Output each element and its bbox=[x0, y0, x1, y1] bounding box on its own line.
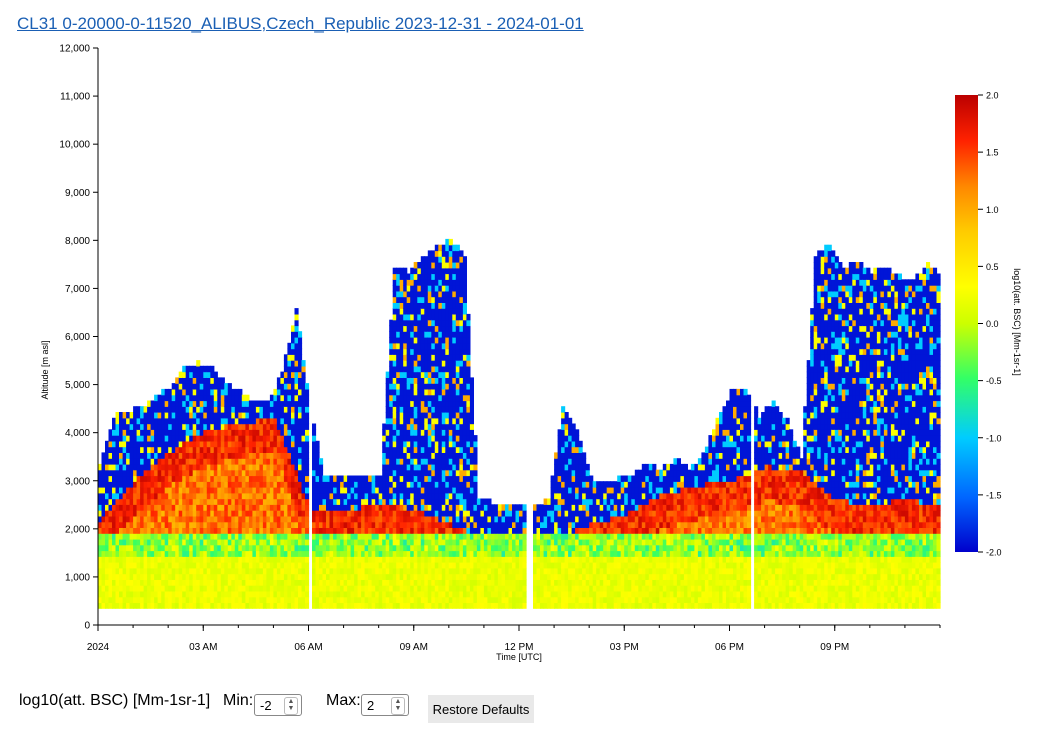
max-label: Max: bbox=[326, 692, 361, 709]
y-tick-label: 9,000 bbox=[65, 188, 90, 199]
x-tick-label: 03 AM bbox=[189, 642, 217, 653]
colorbar-tick-label: 2.0 bbox=[986, 91, 999, 101]
min-value: -2 bbox=[260, 698, 272, 713]
y-tick-label: 10,000 bbox=[59, 140, 90, 151]
colorbar-tick-label: -0.5 bbox=[986, 376, 1002, 386]
colorbar-tick-label: -2.0 bbox=[986, 548, 1002, 558]
colorbar-ticks: 2.0 1.5 1.0 0.5 0.0 -0.5 -1.0 -1.5 -2.0 bbox=[978, 91, 1002, 558]
colorbar-tick-label: 0.5 bbox=[986, 262, 999, 272]
ceilometer-chart: 0 1,000 2,000 3,000 4,000 5,000 6,000 7,000 8,00… bbox=[40, 44, 1022, 663]
colorbar-tick-label: -1.5 bbox=[986, 490, 1002, 500]
colorbar-tick-label: 0.0 bbox=[986, 319, 999, 329]
y-tick-label: 8,000 bbox=[65, 236, 90, 247]
colorbar bbox=[955, 95, 978, 552]
y-tick-label: 7,000 bbox=[65, 284, 90, 295]
y-tick-label: 11,000 bbox=[60, 92, 90, 103]
x-tick-label: 09 AM bbox=[400, 642, 428, 653]
y-axis-label: Altitude [m asl] bbox=[40, 340, 50, 399]
x-tick-label: 03 PM bbox=[610, 642, 639, 653]
colorbar-tick-label: -1.0 bbox=[986, 433, 1002, 443]
colorbar-tick-label: 1.0 bbox=[986, 205, 999, 215]
y-tick-label: 0 bbox=[84, 621, 90, 632]
colorbar-tick-label: 1.5 bbox=[986, 148, 999, 158]
x-tick-label: 09 PM bbox=[820, 642, 849, 653]
max-stepper-icon[interactable]: ▲ ▼ bbox=[391, 697, 405, 715]
y-tick-label: 5,000 bbox=[65, 380, 90, 391]
x-axis-label: Time [UTC] bbox=[496, 652, 542, 662]
chart-title-link[interactable]: CL31 0-20000-0-11520_ALIBUS,Czech_Republ… bbox=[17, 14, 584, 33]
y-tick-label: 12,000 bbox=[59, 44, 90, 55]
min-stepper-icon[interactable]: ▲ ▼ bbox=[284, 697, 298, 715]
scale-label: log10(att. BSC) [Mm-1sr-1] bbox=[19, 692, 211, 709]
max-input[interactable]: 2 ▲ ▼ bbox=[361, 694, 409, 716]
y-tick-label: 3,000 bbox=[65, 476, 90, 487]
y-tick-label: 2,000 bbox=[65, 524, 90, 535]
x-tick-label: 12 PM bbox=[505, 642, 534, 653]
y-tick-label: 1,000 bbox=[65, 572, 90, 583]
y-tick-label: 4,000 bbox=[65, 428, 90, 439]
x-tick-label: 06 PM bbox=[715, 642, 744, 653]
restore-defaults-button[interactable]: Restore Defaults bbox=[428, 695, 534, 723]
max-value: 2 bbox=[367, 698, 375, 713]
backscatter-heatmap bbox=[98, 238, 941, 609]
min-label: Min: bbox=[223, 692, 254, 709]
x-tick-label: 2024 bbox=[87, 642, 110, 653]
y-tick-label: 6,000 bbox=[65, 332, 90, 343]
x-tick-label: 06 AM bbox=[294, 642, 322, 653]
min-input[interactable]: -2 ▲ ▼ bbox=[254, 694, 302, 716]
colorbar-label: log10(att. BSC) [Mm-1sr-1] bbox=[1012, 268, 1022, 376]
chart-axes: 0 1,000 2,000 3,000 4,000 5,000 6,000 7,000 8,00… bbox=[59, 44, 941, 653]
